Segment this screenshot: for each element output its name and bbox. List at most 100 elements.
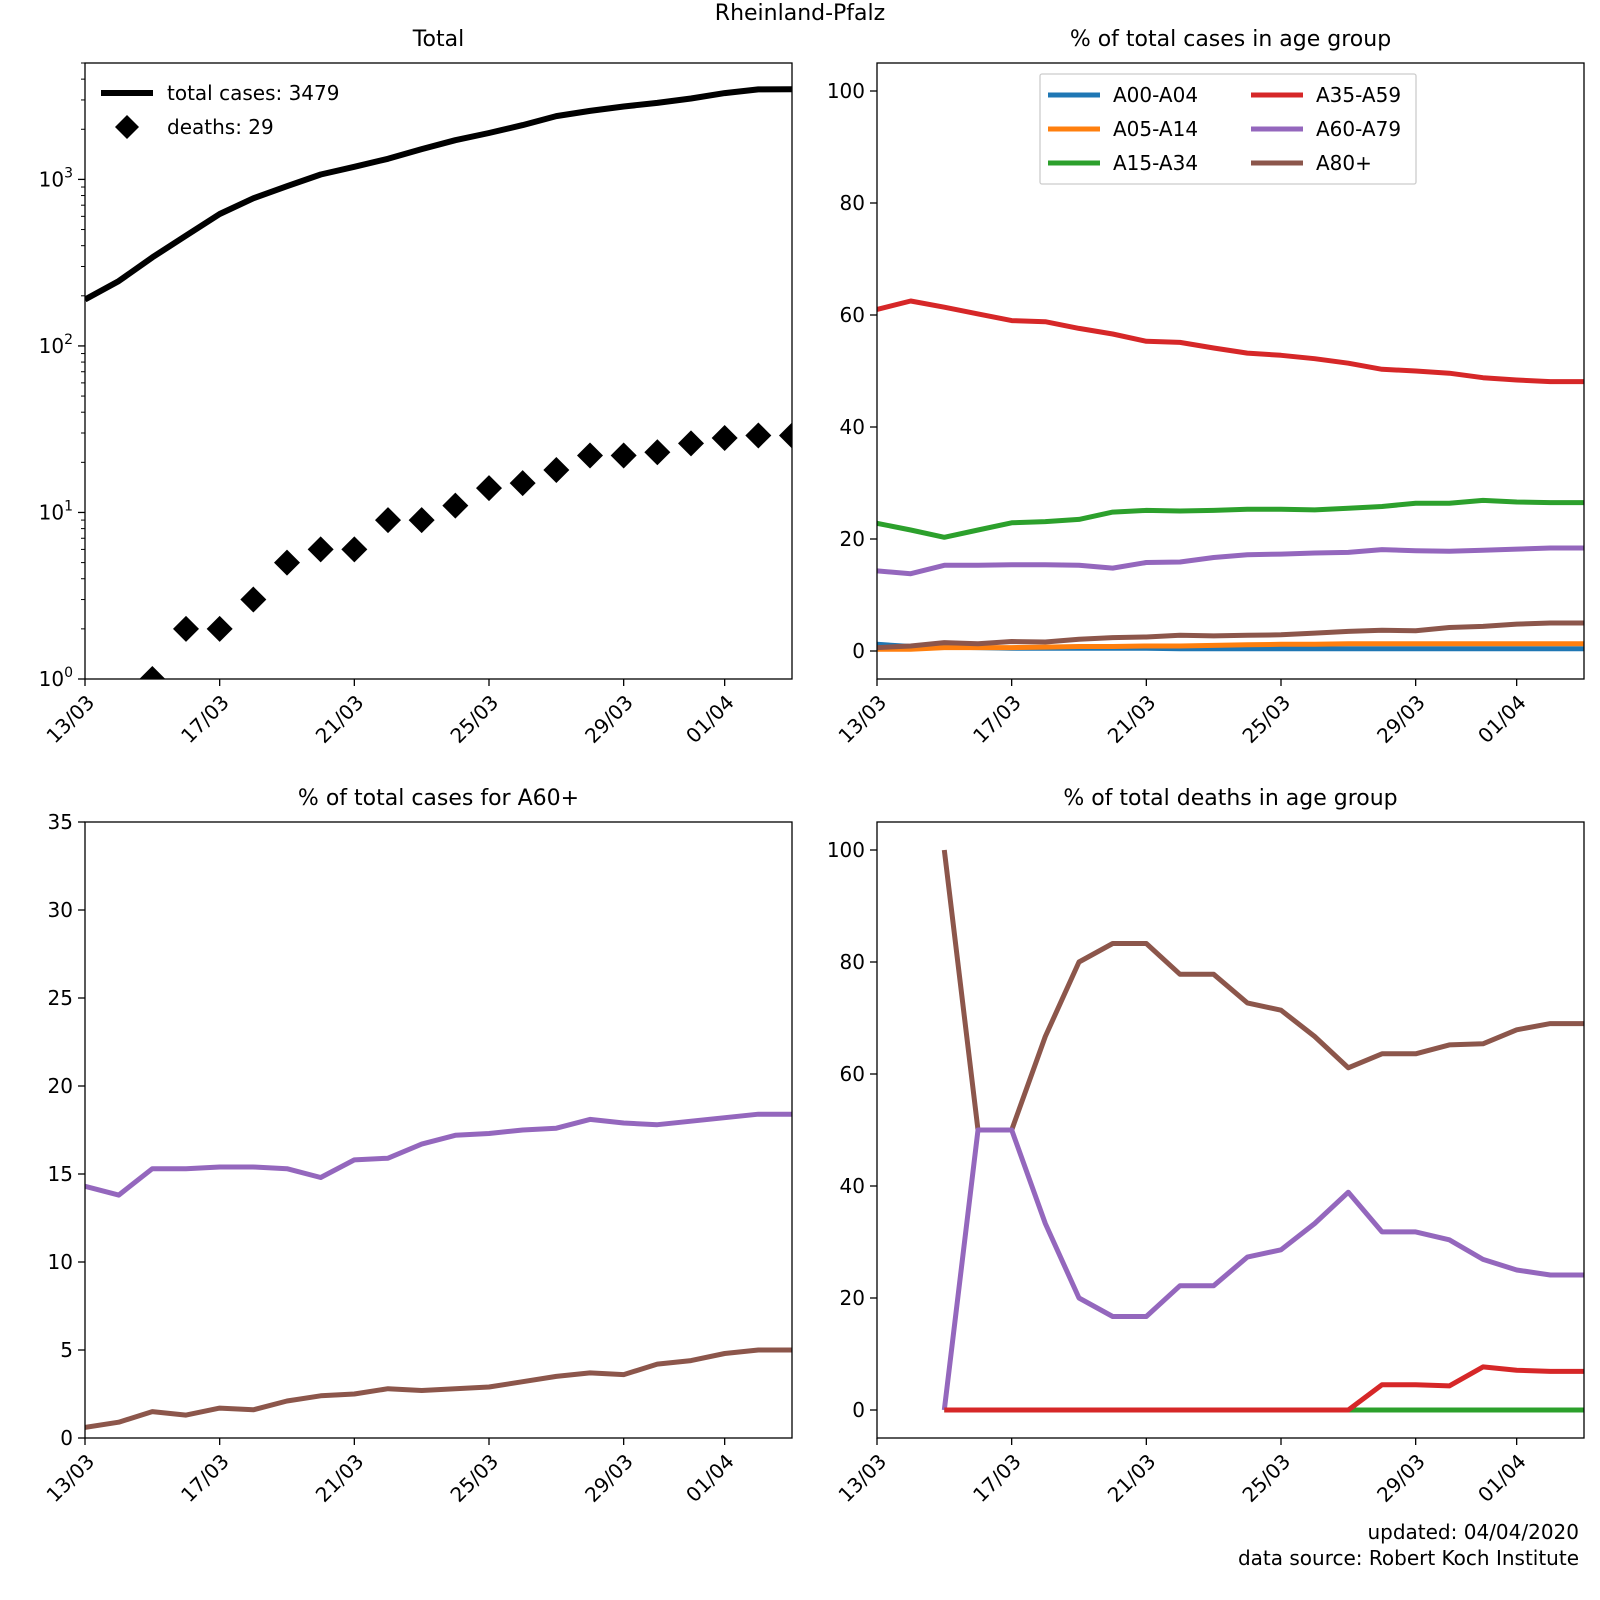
updated-note: updated: 04/04/2020 bbox=[1367, 1520, 1579, 1544]
death-marker bbox=[543, 456, 570, 483]
y-tick-label: 102 bbox=[39, 332, 73, 358]
plot-area bbox=[85, 1111, 792, 1430]
death-marker bbox=[206, 615, 233, 642]
death-marker bbox=[610, 442, 637, 469]
plot-area bbox=[85, 86, 792, 679]
series-deaths-29 bbox=[139, 422, 792, 679]
death-marker bbox=[442, 492, 469, 519]
death-marker bbox=[509, 470, 536, 497]
subplot-title: % of total cases in age group bbox=[1070, 27, 1391, 52]
series-1-line bbox=[85, 1111, 792, 1198]
y-tick-label: 101 bbox=[39, 498, 73, 524]
y-tick-label: 103 bbox=[39, 165, 73, 191]
y-tick-label: 20 bbox=[48, 1074, 73, 1098]
death-marker bbox=[173, 615, 199, 642]
axes-frame bbox=[84, 62, 793, 680]
legend-label: A80+ bbox=[1316, 151, 1372, 175]
y-tick-label: 0 bbox=[60, 1426, 73, 1450]
x-tick-label: 29/03 bbox=[1372, 1449, 1430, 1507]
series-a35-a59-line bbox=[877, 298, 1584, 385]
x-tick-label: 25/03 bbox=[1237, 690, 1295, 748]
y-tick-label: 0 bbox=[852, 639, 865, 663]
subplot-title: Total bbox=[412, 27, 464, 52]
legend: A00-A04 A05-A14 A15-A34 A35-A59 A60-A79 A80+ bbox=[1039, 73, 1417, 185]
series-a60-a79-line bbox=[877, 545, 1584, 577]
axes-frame bbox=[876, 821, 1585, 1439]
y-tick-label: 80 bbox=[840, 191, 865, 215]
subplot-1: Total 13/03 17/03 21/03 25/03 29/03 01/04 100 10… bbox=[39, 27, 793, 748]
death-marker bbox=[476, 475, 502, 502]
axes-frame bbox=[876, 62, 1585, 680]
y-tick-label: 20 bbox=[840, 527, 865, 551]
legend-box bbox=[1039, 73, 1417, 185]
legend-label: A00-A04 bbox=[1113, 83, 1198, 107]
death-marker bbox=[408, 507, 435, 534]
x-tick-label: 17/03 bbox=[968, 690, 1026, 748]
x-tick-label: 21/03 bbox=[1103, 1449, 1161, 1507]
x-tick-label: 13/03 bbox=[833, 690, 891, 748]
legend-label: A60-A79 bbox=[1316, 117, 1401, 141]
x-tick-label: 25/03 bbox=[445, 690, 503, 748]
x-tick-label: 29/03 bbox=[1372, 690, 1430, 748]
y-tick-label: 100 bbox=[827, 838, 865, 862]
x-tick-label: 25/03 bbox=[445, 1449, 503, 1507]
death-marker bbox=[307, 536, 334, 563]
x-tick-label: 29/03 bbox=[580, 1449, 638, 1507]
subplot-3: % of total cases for A60+ 13/03 17/03 21/03… bbox=[41, 786, 793, 1507]
legend-label: A15-A34 bbox=[1113, 151, 1198, 175]
y-tick-label: 25 bbox=[48, 986, 73, 1010]
series-4-line bbox=[944, 1364, 1584, 1413]
plot-area bbox=[941, 849, 1584, 1413]
series-a05-a14-line bbox=[877, 641, 1584, 652]
x-tick-label: 01/04 bbox=[681, 1449, 739, 1507]
series-2-line bbox=[941, 849, 1584, 1133]
y-tick-label: 0 bbox=[852, 1398, 865, 1422]
y-tick-label: 30 bbox=[48, 898, 73, 922]
y-tick-label: 100 bbox=[39, 665, 73, 691]
y-tick-label: 80 bbox=[840, 950, 865, 974]
y-tick-label: 100 bbox=[827, 79, 865, 103]
death-marker bbox=[139, 666, 166, 679]
x-tick-label: 17/03 bbox=[176, 690, 234, 748]
death-marker bbox=[644, 439, 671, 466]
x-tick-label: 21/03 bbox=[311, 690, 369, 748]
death-marker bbox=[341, 536, 368, 563]
death-marker bbox=[745, 422, 772, 449]
x-tick-label: 29/03 bbox=[580, 690, 638, 748]
subplot-title: % of total cases for A60+ bbox=[298, 786, 579, 811]
y-tick-label: 5 bbox=[60, 1338, 73, 1362]
death-marker bbox=[274, 549, 300, 576]
subplot-4: % of total deaths in age group 13/03 17/03… bbox=[827, 786, 1585, 1507]
legend-label: total cases: 3479 bbox=[167, 81, 339, 105]
legend-label: A35-A59 bbox=[1316, 83, 1401, 107]
legend-label: deaths: 29 bbox=[167, 115, 274, 139]
y-tick-label: 60 bbox=[840, 1062, 865, 1086]
death-marker bbox=[240, 586, 267, 613]
legend: total cases: 3479 deaths: 29 bbox=[101, 81, 339, 139]
data-source-note: data source: Robert Koch Institute bbox=[1238, 1546, 1579, 1570]
x-tick-label: 01/04 bbox=[1473, 1449, 1531, 1507]
death-marker bbox=[577, 442, 603, 469]
death-marker bbox=[779, 422, 792, 449]
x-tick-label: 13/03 bbox=[41, 690, 99, 748]
x-tick-label: 17/03 bbox=[968, 1449, 1026, 1507]
y-tick-label: 10 bbox=[48, 1250, 73, 1274]
death-marker bbox=[375, 507, 401, 534]
x-tick-label: 13/03 bbox=[833, 1449, 891, 1507]
death-marker bbox=[678, 430, 704, 457]
plot-area bbox=[877, 298, 1584, 652]
legend-label: A05-A14 bbox=[1113, 117, 1198, 141]
series-a15-a34-line bbox=[877, 497, 1584, 540]
y-tick-label: 40 bbox=[840, 415, 865, 439]
x-tick-label: 13/03 bbox=[41, 1449, 99, 1507]
legend-marker bbox=[115, 115, 139, 139]
x-tick-label: 01/04 bbox=[1473, 690, 1531, 748]
y-tick-label: 20 bbox=[840, 1286, 865, 1310]
x-tick-label: 21/03 bbox=[311, 1449, 369, 1507]
x-tick-label: 01/04 bbox=[681, 690, 739, 748]
series-2-line bbox=[85, 1347, 792, 1430]
y-tick-label: 15 bbox=[48, 1162, 73, 1186]
figure-title: Rheinland-Pfalz bbox=[715, 1, 885, 26]
